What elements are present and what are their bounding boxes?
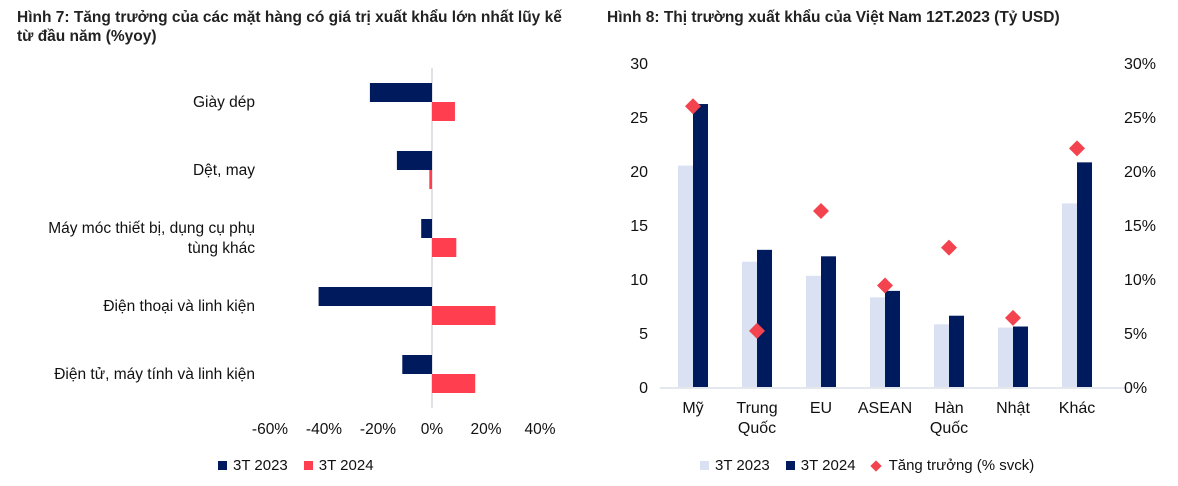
chart-8-title: Hình 8: Thị trường xuất khẩu của Việt Na… [607,9,1060,26]
category-label: Quốc [930,420,968,437]
growth-marker-diamond [685,98,701,115]
bar-3t-2024 [821,256,836,387]
category-label: Điện tử, máy tính và linh kiện [54,366,255,383]
category-label: EU [810,400,832,417]
bar-3t-2024 [1077,162,1092,387]
category-label: Điện thoại và linh kiện [103,298,255,315]
y-left-tick-label: 20 [630,164,648,181]
y-left-tick-label: 15 [630,218,648,235]
x-tick-label: 20% [470,421,501,438]
category-label: ASEAN [858,400,912,417]
bar-3t-2023 [1062,203,1077,387]
legend-swatch-2023 [700,461,709,470]
bar-3t-2023 [678,165,693,387]
category-label: Nhật [996,400,1030,417]
bar-3t-2023 [870,297,885,387]
bar-3t-2023 [806,275,821,387]
bar-3t-2024 [949,315,964,387]
growth-marker-diamond [877,277,893,294]
legend-label-2024: 3T 2024 [800,457,856,474]
category-label: Khác [1059,400,1095,417]
y-left-tick-label: 30 [630,56,648,73]
legend-diamond-icon [869,459,882,472]
chart-8-legend: 3T 2023 3T 2024 Tăng trưởng (% svck) [700,457,1034,474]
y-right-tick-label: 25% [1124,110,1156,127]
legend-swatch-2023 [218,461,227,470]
bar-3t-2024 [693,104,708,387]
category-label: Mỹ [682,400,703,417]
y-left-tick-label: 25 [630,110,648,127]
x-tick-label: -20% [360,421,396,438]
bar-3t-2023 [421,219,432,238]
growth-marker-diamond [941,239,957,256]
bar-3t-2024 [432,306,496,325]
bar-3t-2024 [1013,326,1028,387]
bar-3t-2023 [396,151,432,170]
bar-3t-2023 [934,324,949,387]
legend-label-growth: Tăng trưởng (% svck) [888,457,1035,474]
y-left-tick-label: 0 [639,380,648,397]
y-left-tick-label: 10 [630,272,648,289]
y-right-tick-label: 30% [1124,56,1156,73]
y-right-tick-label: 15% [1124,218,1156,235]
y-left-tick-label: 5 [639,326,648,343]
y-right-tick-label: 5% [1124,326,1147,343]
bar-3t-2024 [432,238,457,257]
y-right-tick-label: 20% [1124,164,1156,181]
x-tick-label: -40% [306,421,342,438]
growth-marker-diamond [813,202,829,219]
bar-3t-2024 [432,374,476,393]
legend-swatch-2024 [303,461,313,470]
y-right-tick-label: 10% [1124,272,1156,289]
y-right-tick-label: 0% [1124,380,1147,397]
bar-3t-2023 [318,287,432,306]
category-label: Quốc [738,420,776,437]
x-tick-label: -60% [252,421,288,438]
category-label: Trung [736,400,777,417]
legend-swatch-2024 [785,461,795,470]
legend-label-2023: 3T 2023 [233,457,288,474]
bar-3t-2023 [742,261,757,387]
category-label: Hàn [934,400,963,417]
bar-3t-2023 [402,355,432,374]
category-label: Dệt, may [193,162,255,179]
category-label: Giày dép [193,94,255,111]
bar-3t-2023 [998,327,1013,387]
bar-3t-2024 [432,102,455,121]
growth-marker-diamond [1005,309,1021,326]
x-tick-label: 0% [421,421,444,438]
category-label: Máy móc thiết bị, dụng cụ phụ [48,220,255,237]
x-tick-label: 40% [524,421,555,438]
legend-label-2023: 3T 2023 [715,457,770,474]
bar-3t-2024 [757,249,772,387]
category-label: tùng khác [188,240,255,257]
bar-3t-2023 [369,83,432,102]
bar-3t-2024 [885,290,900,387]
chart-7-legend: 3T 2023 3T 2024 [218,457,374,474]
bar-3t-2024 [429,170,432,189]
growth-marker-diamond [749,322,765,339]
legend-label-2024: 3T 2024 [318,457,374,474]
growth-marker-diamond [1069,140,1085,157]
chart-7-title: Hình 7: Tăng trưởng của các mặt hàng có … [17,9,562,45]
